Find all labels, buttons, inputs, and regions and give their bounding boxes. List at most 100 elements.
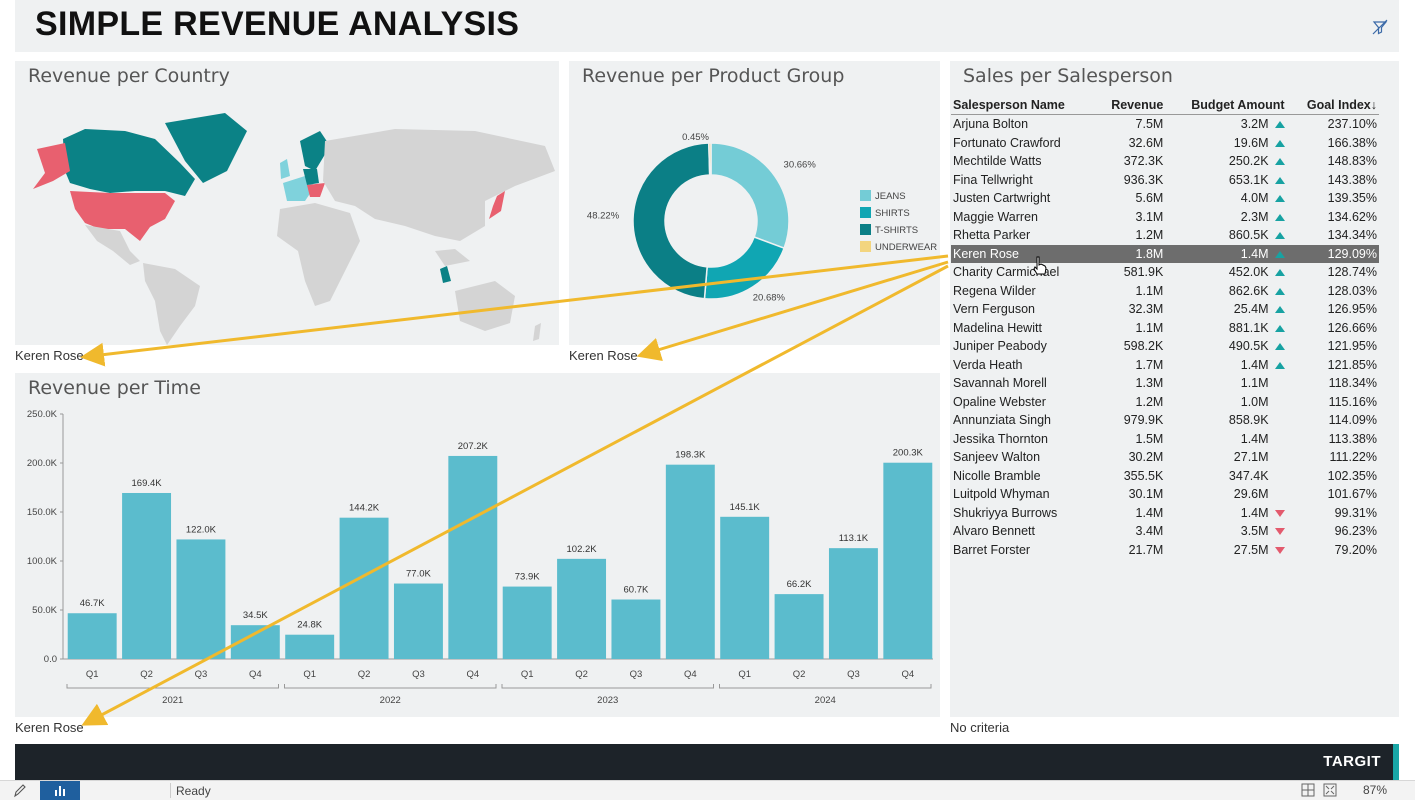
zoom-level[interactable]: 87% bbox=[1362, 783, 1387, 797]
table-row[interactable]: Savannah Morell 1.3M 1.1M 118.34% bbox=[951, 374, 1379, 393]
bar[interactable] bbox=[393, 583, 443, 659]
bar[interactable] bbox=[828, 548, 878, 659]
donut-slice-underwear[interactable] bbox=[708, 142, 712, 176]
bar[interactable] bbox=[448, 455, 498, 659]
legend-swatch-t-shirts[interactable] bbox=[860, 224, 871, 235]
col-header-goal-index[interactable]: Goal Index↓ bbox=[1286, 96, 1379, 115]
year-group-bracket bbox=[719, 684, 932, 689]
cell-name: Annunziata Singh bbox=[951, 411, 1095, 430]
bar[interactable] bbox=[176, 539, 226, 659]
legend-swatch-underwear[interactable] bbox=[860, 241, 871, 252]
cell-budget: 4.0M bbox=[1165, 189, 1286, 208]
cell-name-text: Annunziata Singh bbox=[953, 413, 1051, 428]
x-tick-label: Q4 bbox=[249, 669, 262, 680]
revenue-per-product-group-panel[interactable]: Revenue per Product Group 30.66% 20.68% 48… bbox=[569, 61, 940, 345]
table-row[interactable]: Annunziata Singh 979.9K 858.9K 114.09% bbox=[951, 411, 1379, 430]
cell-revenue-text: 979.9K bbox=[1123, 413, 1164, 428]
bar[interactable] bbox=[720, 516, 770, 659]
table-row[interactable]: Rhetta Parker 1.2M 860.5K 134.34% bbox=[951, 226, 1379, 245]
cell-goal: 79.20% bbox=[1287, 541, 1379, 560]
legend-label-underwear[interactable]: UNDERWEAR bbox=[875, 242, 937, 253]
col-header-budget[interactable]: Budget Amount bbox=[1165, 96, 1287, 115]
cell-name-text: Madelina Hewitt bbox=[953, 320, 1042, 335]
sales-per-salesperson-panel[interactable]: Sales per Salesperson bbox=[950, 61, 1399, 717]
year-group-label: 2021 bbox=[162, 695, 183, 706]
table-row[interactable]: Charity Carmichael 581.9K 452.0K 128.74% bbox=[951, 263, 1379, 282]
table-row[interactable]: Keren Rose 1.8M 1.4M 129.09% bbox=[951, 244, 1379, 263]
table-row[interactable]: Shukriyya Burrows 1.4M 1.4M 99.31% bbox=[951, 504, 1379, 523]
table-row[interactable]: Barret Forster 21.7M 27.5M 79.20% bbox=[951, 541, 1379, 560]
cell-revenue: 7.5M bbox=[1095, 115, 1165, 134]
bar[interactable] bbox=[230, 625, 280, 659]
cell-goal: 126.66% bbox=[1287, 319, 1379, 338]
table-row[interactable]: Jessika Thornton 1.5M 1.4M 113.38% bbox=[951, 430, 1379, 449]
legend-label-shirts[interactable]: SHIRTS bbox=[875, 208, 910, 219]
cell-name: Savannah Morell bbox=[951, 374, 1095, 393]
legend-label-jeans[interactable]: JEANS bbox=[875, 191, 906, 202]
col-header-revenue[interactable]: Revenue bbox=[1095, 96, 1166, 115]
bar-data-label: 207.2K bbox=[458, 441, 489, 452]
bar[interactable] bbox=[883, 462, 933, 659]
bar[interactable] bbox=[339, 517, 389, 659]
map-japan bbox=[489, 191, 505, 219]
bar[interactable] bbox=[774, 594, 824, 659]
table-row[interactable]: Nicolle Bramble 355.5K 347.4K 102.35% bbox=[951, 467, 1379, 486]
table-row[interactable]: Alvaro Bennett 3.4M 3.5M 96.23% bbox=[951, 522, 1379, 541]
cell-revenue: 1.5M bbox=[1095, 430, 1165, 449]
product-donut-chart[interactable]: 30.66% 20.68% 48.22% 0.45% JEANS SHIRTS T-SHIR… bbox=[569, 61, 940, 345]
revenue-per-country-panel[interactable]: Revenue per Country bbox=[15, 61, 559, 345]
fit-width-icon[interactable] bbox=[1300, 781, 1316, 800]
donut-slice-t-shirts[interactable] bbox=[632, 142, 711, 300]
table-row[interactable]: Sanjeev Walton 30.2M 27.1M 111.22% bbox=[951, 448, 1379, 467]
table-row[interactable]: Vern Ferguson 32.3M 25.4M 126.95% bbox=[951, 300, 1379, 319]
table-row[interactable]: Fortunato Crawford 32.6M 19.6M 166.38% bbox=[951, 134, 1379, 153]
cell-budget: 19.6M bbox=[1165, 134, 1286, 153]
cell-revenue-text: 32.3M bbox=[1128, 302, 1164, 317]
cell-revenue-text: 3.1M bbox=[1135, 209, 1164, 224]
table-row[interactable]: Maggie Warren 3.1M 2.3M 134.62% bbox=[951, 208, 1379, 227]
cell-name: Vern Ferguson bbox=[951, 300, 1095, 319]
donut-slice-jeans[interactable] bbox=[710, 142, 790, 250]
table-row[interactable]: Mechtilde Watts 372.3K 250.2K 148.83% bbox=[951, 152, 1379, 171]
table-row[interactable]: Madelina Hewitt 1.1M 881.1K 126.66% bbox=[951, 319, 1379, 338]
cell-goal: 128.74% bbox=[1287, 263, 1379, 282]
table-row[interactable]: Justen Cartwright 5.6M 4.0M 139.35% bbox=[951, 189, 1379, 208]
cell-revenue-text: 581.9K bbox=[1123, 265, 1164, 280]
bar[interactable] bbox=[611, 599, 661, 659]
bar[interactable] bbox=[122, 492, 172, 659]
table-row[interactable]: Verda Heath 1.7M 1.4M 121.85% bbox=[951, 356, 1379, 375]
revenue-per-time-panel[interactable]: Revenue per Time 0.0 50.0K 100.0K 150.0K 200… bbox=[15, 373, 940, 717]
world-map[interactable] bbox=[15, 101, 559, 345]
col-header-name[interactable]: Salesperson Name bbox=[951, 96, 1096, 115]
table-row[interactable]: Juniper Peabody 598.2K 490.5K 121.95% bbox=[951, 337, 1379, 356]
bar[interactable] bbox=[665, 464, 715, 659]
legend-swatch-shirts[interactable] bbox=[860, 207, 871, 218]
donut-slice-shirts[interactable] bbox=[703, 236, 786, 300]
cell-goal-text: 129.09% bbox=[1327, 246, 1377, 261]
bar[interactable] bbox=[67, 613, 117, 659]
edit-pencil-icon[interactable] bbox=[12, 781, 28, 800]
legend-swatch-jeans[interactable] bbox=[860, 190, 871, 201]
table-row[interactable]: Arjuna Bolton 7.5M 3.2M 237.10% bbox=[951, 115, 1379, 134]
table-row[interactable]: Regena Wilder 1.1M 862.6K 128.03% bbox=[951, 282, 1379, 301]
bar[interactable] bbox=[285, 634, 335, 659]
filter-off-icon[interactable] bbox=[1371, 18, 1389, 36]
dashboard-view-button[interactable] bbox=[40, 781, 80, 800]
cell-goal-text: 102.35% bbox=[1327, 468, 1377, 483]
table-row[interactable]: Fina Tellwright 936.3K 653.1K 143.38% bbox=[951, 171, 1379, 190]
legend-label-t-shirts[interactable]: T-SHIRTS bbox=[875, 225, 918, 236]
fit-page-icon[interactable] bbox=[1322, 781, 1338, 800]
bar[interactable] bbox=[502, 586, 552, 659]
cell-name-text: Justen Cartwright bbox=[953, 191, 1051, 206]
cell-goal-text: 237.10% bbox=[1327, 117, 1377, 132]
salesperson-table[interactable]: Salesperson Name Revenue Budget Amount G… bbox=[951, 96, 1379, 559]
table-row[interactable]: Luitpold Whyman 30.1M 29.6M 101.67% bbox=[951, 485, 1379, 504]
y-tick-label: 0.0 bbox=[44, 654, 57, 665]
cell-name-text: Maggie Warren bbox=[953, 209, 1038, 224]
revenue-time-bar-chart[interactable]: 0.0 50.0K 100.0K 150.0K 200.0K 250.0K 46.7K Q1 1… bbox=[15, 373, 940, 717]
bar[interactable] bbox=[557, 558, 607, 659]
cell-name: Regena Wilder bbox=[951, 282, 1095, 301]
table-row[interactable]: Opaline Webster 1.2M 1.0M 115.16% bbox=[951, 393, 1379, 412]
cell-goal: 121.95% bbox=[1287, 337, 1379, 356]
cell-name-text: Luitpold Whyman bbox=[953, 487, 1050, 502]
